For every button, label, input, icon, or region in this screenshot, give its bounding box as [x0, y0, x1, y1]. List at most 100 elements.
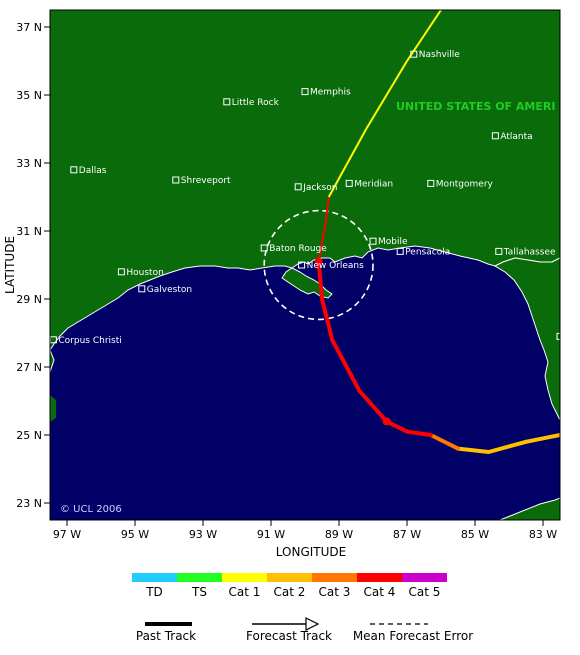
y-tick-label: 31 N	[16, 225, 42, 238]
city-marker	[117, 268, 125, 276]
city-label: Memphis	[310, 88, 351, 98]
forecast-track-key-arrow	[305, 617, 320, 631]
past-track-segment	[316, 259, 324, 301]
y-tick-label: 35 N	[16, 89, 42, 102]
x-tick-label: 91 W	[257, 528, 285, 541]
city-label: Little Rock	[232, 98, 280, 108]
x-tick-label: 85 W	[461, 528, 489, 541]
city-marker	[301, 88, 309, 96]
legend-swatch	[357, 573, 402, 582]
mean-error-key-label: Mean Forecast Error	[353, 629, 473, 643]
x-tick-label: 97 W	[53, 528, 81, 541]
past-track-key-label: Past Track	[136, 629, 196, 643]
legend-label: Cat 4	[364, 585, 396, 599]
legend-swatch	[267, 573, 312, 582]
y-tick-label: 29 N	[16, 293, 42, 306]
mean-forecast-error-circle	[263, 209, 374, 321]
city-marker	[70, 166, 78, 174]
legend-label: Cat 5	[409, 585, 441, 599]
line-key: Past Track Forecast Track Mean Forecast …	[136, 617, 473, 643]
city-label: Shreveport	[181, 176, 231, 186]
city-label: Dallas	[79, 166, 107, 176]
legend-label: TD	[145, 585, 163, 599]
city-label: HAVANA	[568, 496, 580, 506]
x-axis-ticks: 97 W 95 W 93 W 91 W 89 W 87 W 85 W 83 W	[53, 520, 557, 541]
land-mexico-edge	[50, 395, 56, 422]
land-cuba	[499, 497, 560, 520]
plot-frame	[49, 9, 561, 521]
track-observation-marker	[382, 417, 391, 426]
land-us	[50, 10, 560, 351]
city-label: Meridian	[354, 179, 393, 189]
city-label: Montgomery	[436, 179, 494, 189]
forecast-track-segment	[365, 60, 408, 130]
city-marker	[294, 183, 302, 191]
city-marker	[260, 244, 268, 252]
city-label: Tampa	[564, 332, 580, 342]
past-track-segment	[320, 297, 335, 342]
city-markers: Nashville Memphis Little Rock Atlanta Dallas…	[50, 50, 580, 506]
category-legend: TD TS Cat 1 Cat 2 Cat 3 Cat 4 Cat 5	[132, 573, 447, 599]
city-label: Baton Rouge	[269, 244, 327, 254]
city-marker	[410, 50, 418, 58]
legend-swatch	[402, 573, 447, 582]
land-texas-south	[50, 349, 55, 373]
land-florida	[493, 257, 560, 421]
x-tick-label: 89 W	[325, 528, 353, 541]
city-label: New Orleans	[307, 261, 365, 271]
past-track-segment	[524, 433, 560, 444]
city-marker	[223, 98, 231, 106]
city-label: Jackson	[302, 183, 337, 193]
legend-label: Cat 1	[229, 585, 261, 599]
city-label: Pensacola	[405, 247, 450, 257]
x-tick-label: 95 W	[121, 528, 149, 541]
forecast-track-segment	[324, 196, 330, 225]
city-marker	[495, 247, 503, 255]
legend-label: Cat 2	[274, 585, 306, 599]
city-marker	[427, 179, 435, 187]
legend-swatch	[132, 573, 177, 582]
city-label: Mobile	[378, 237, 408, 247]
y-tick-label: 33 N	[16, 157, 42, 170]
legend-swatch	[222, 573, 267, 582]
legend-label: TS	[191, 585, 207, 599]
y-axis-ticks: 37 N 35 N 33 N 31 N 29 N 27 N 25 N 23 N	[16, 21, 50, 510]
current-position-marker	[314, 257, 323, 266]
city-label: Corpus Christi	[58, 336, 121, 346]
past-track-segment	[456, 446, 491, 454]
map-plot-area: Nashville Memphis Little Rock Atlanta Dallas…	[50, 10, 580, 520]
city-marker	[138, 285, 146, 293]
past-track-segment	[330, 337, 362, 393]
y-tick-label: 27 N	[16, 361, 42, 374]
y-tick-label: 23 N	[16, 497, 42, 510]
x-axis-label: LONGITUDE	[276, 545, 346, 559]
legend-swatch	[312, 573, 357, 582]
past-track-segment	[357, 388, 389, 424]
city-marker	[491, 132, 499, 140]
forecast-track-key-label: Forecast Track	[246, 629, 332, 643]
x-tick-label: 87 W	[393, 528, 421, 541]
legend-swatch	[177, 573, 222, 582]
legend-label: Cat 3	[319, 585, 351, 599]
city-label: Galveston	[147, 285, 192, 295]
forecast-track-segment	[327, 128, 368, 198]
map-credit: © UCL 2006	[60, 504, 122, 515]
storm-tracks	[314, 10, 560, 454]
x-tick-label: 83 W	[529, 528, 557, 541]
x-tick-label: 93 W	[189, 528, 217, 541]
city-label: Tallahassee	[503, 247, 556, 257]
city-label: Nashville	[419, 50, 460, 60]
y-tick-label: 25 N	[16, 429, 42, 442]
country-label: UNITED STATES OF AMERI	[396, 100, 555, 113]
city-label: Houston	[126, 268, 163, 278]
past-track-segment	[486, 439, 528, 454]
city-marker	[298, 261, 306, 269]
forecast-track-segment	[406, 10, 442, 62]
city-marker	[345, 179, 353, 187]
y-tick-label: 37 N	[16, 21, 42, 34]
city-marker	[396, 247, 404, 255]
city-marker	[556, 332, 560, 340]
city-marker	[369, 237, 377, 245]
past-track-segment	[405, 429, 433, 437]
